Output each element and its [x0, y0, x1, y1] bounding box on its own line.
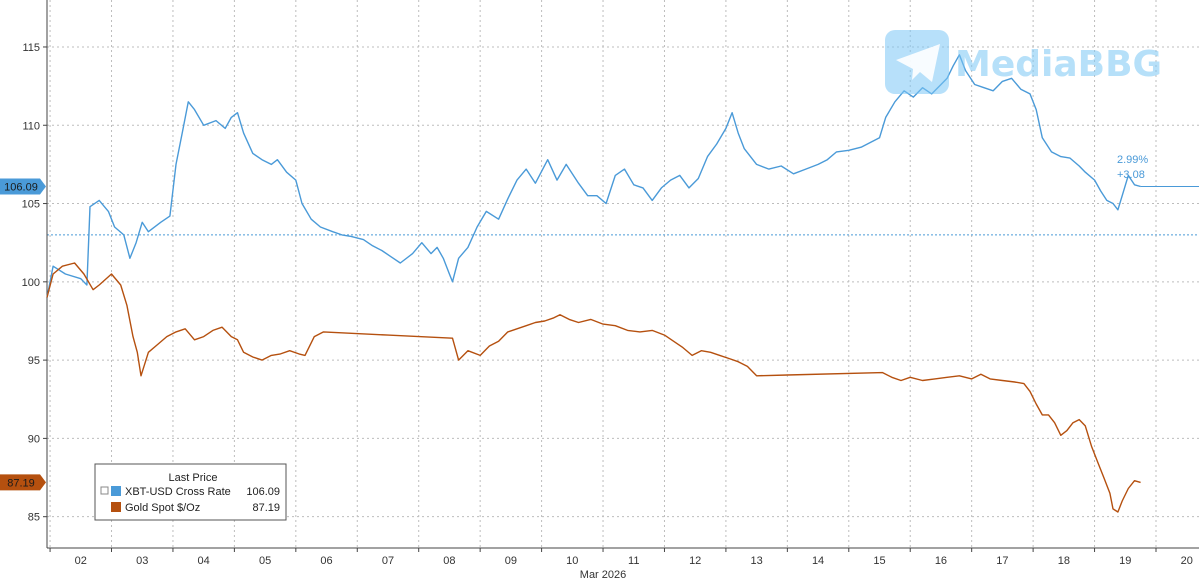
watermark: MediaBBG — [885, 30, 1162, 94]
legend-label-xbt: XBT-USD Cross Rate — [125, 486, 231, 498]
legend-toggle-icon[interactable] — [100, 486, 109, 495]
series-lines — [46, 54, 1199, 513]
legend-swatch-xbt — [111, 486, 121, 496]
x-tick-label: 15 — [873, 555, 885, 567]
x-tick-label: 12 — [689, 555, 701, 567]
x-tick-label: 17 — [996, 555, 1008, 567]
legend-title: Last Price — [169, 472, 218, 484]
y-tick-label: 110 — [22, 120, 40, 132]
x-tick-label: 02 — [75, 555, 87, 567]
x-tick-label: 18 — [1058, 555, 1070, 567]
legend-box — [94, 463, 287, 521]
y-tick-label: 115 — [22, 42, 40, 54]
x-tick-label: 06 — [320, 555, 332, 567]
y-tick-label: 100 — [22, 277, 40, 289]
x-tick-label: 13 — [751, 555, 763, 567]
last-value-badge-xbt: 106.09 — [0, 178, 46, 195]
last-change-annotation: 2.99% +3.08 — [1117, 154, 1148, 181]
watermark-text: MediaBBG — [955, 44, 1162, 85]
x-tick-label: 08 — [443, 555, 455, 567]
legend-swatch-gold — [111, 502, 121, 512]
legend-value-gold: 87.19 — [252, 502, 280, 514]
x-tick-label: 10 — [566, 555, 578, 567]
percent-change-label: 2.99% — [1117, 154, 1148, 166]
y-tick-label: 105 — [22, 199, 40, 211]
x-tick-label: 04 — [198, 555, 210, 567]
absolute-change-label: +3.08 — [1117, 169, 1145, 181]
x-tick-label: 05 — [259, 555, 271, 567]
legend-label-gold: Gold Spot $/Oz — [125, 502, 200, 514]
x-axis-title: Mar 2026 — [580, 569, 626, 580]
x-tick-label: 09 — [505, 555, 517, 567]
axes: 02 03 04 05 06 07 08 09 10 11 12 13 14 15 16 17 18 19 20 11… — [22, 0, 1199, 580]
x-tick-label: 19 — [1119, 555, 1131, 567]
svg-text:87.19: 87.19 — [7, 477, 35, 489]
last-value-badges: 106.09 87.19 — [0, 178, 46, 491]
last-value-badge-gold: 87.19 — [0, 474, 46, 491]
x-tick-label: 03 — [136, 555, 148, 567]
series-line-xbt — [46, 54, 1141, 298]
x-tick-label: 20 — [1181, 555, 1193, 567]
series-line-gold — [46, 262, 1141, 513]
y-tick-label: 90 — [28, 433, 40, 445]
y-tick-label: 95 — [28, 355, 40, 367]
x-tick-label: 07 — [382, 555, 394, 567]
svg-text:106.09: 106.09 — [4, 181, 38, 193]
x-tick-label: 16 — [935, 555, 947, 567]
y-tick-label: 85 — [28, 512, 40, 524]
x-tick-label: 11 — [628, 555, 639, 567]
legend: Last Price XBT-USD Cross Rate 106.09 Gol… — [94, 463, 287, 521]
x-tick-label: 14 — [812, 555, 824, 567]
legend-value-xbt: 106.09 — [246, 486, 280, 498]
